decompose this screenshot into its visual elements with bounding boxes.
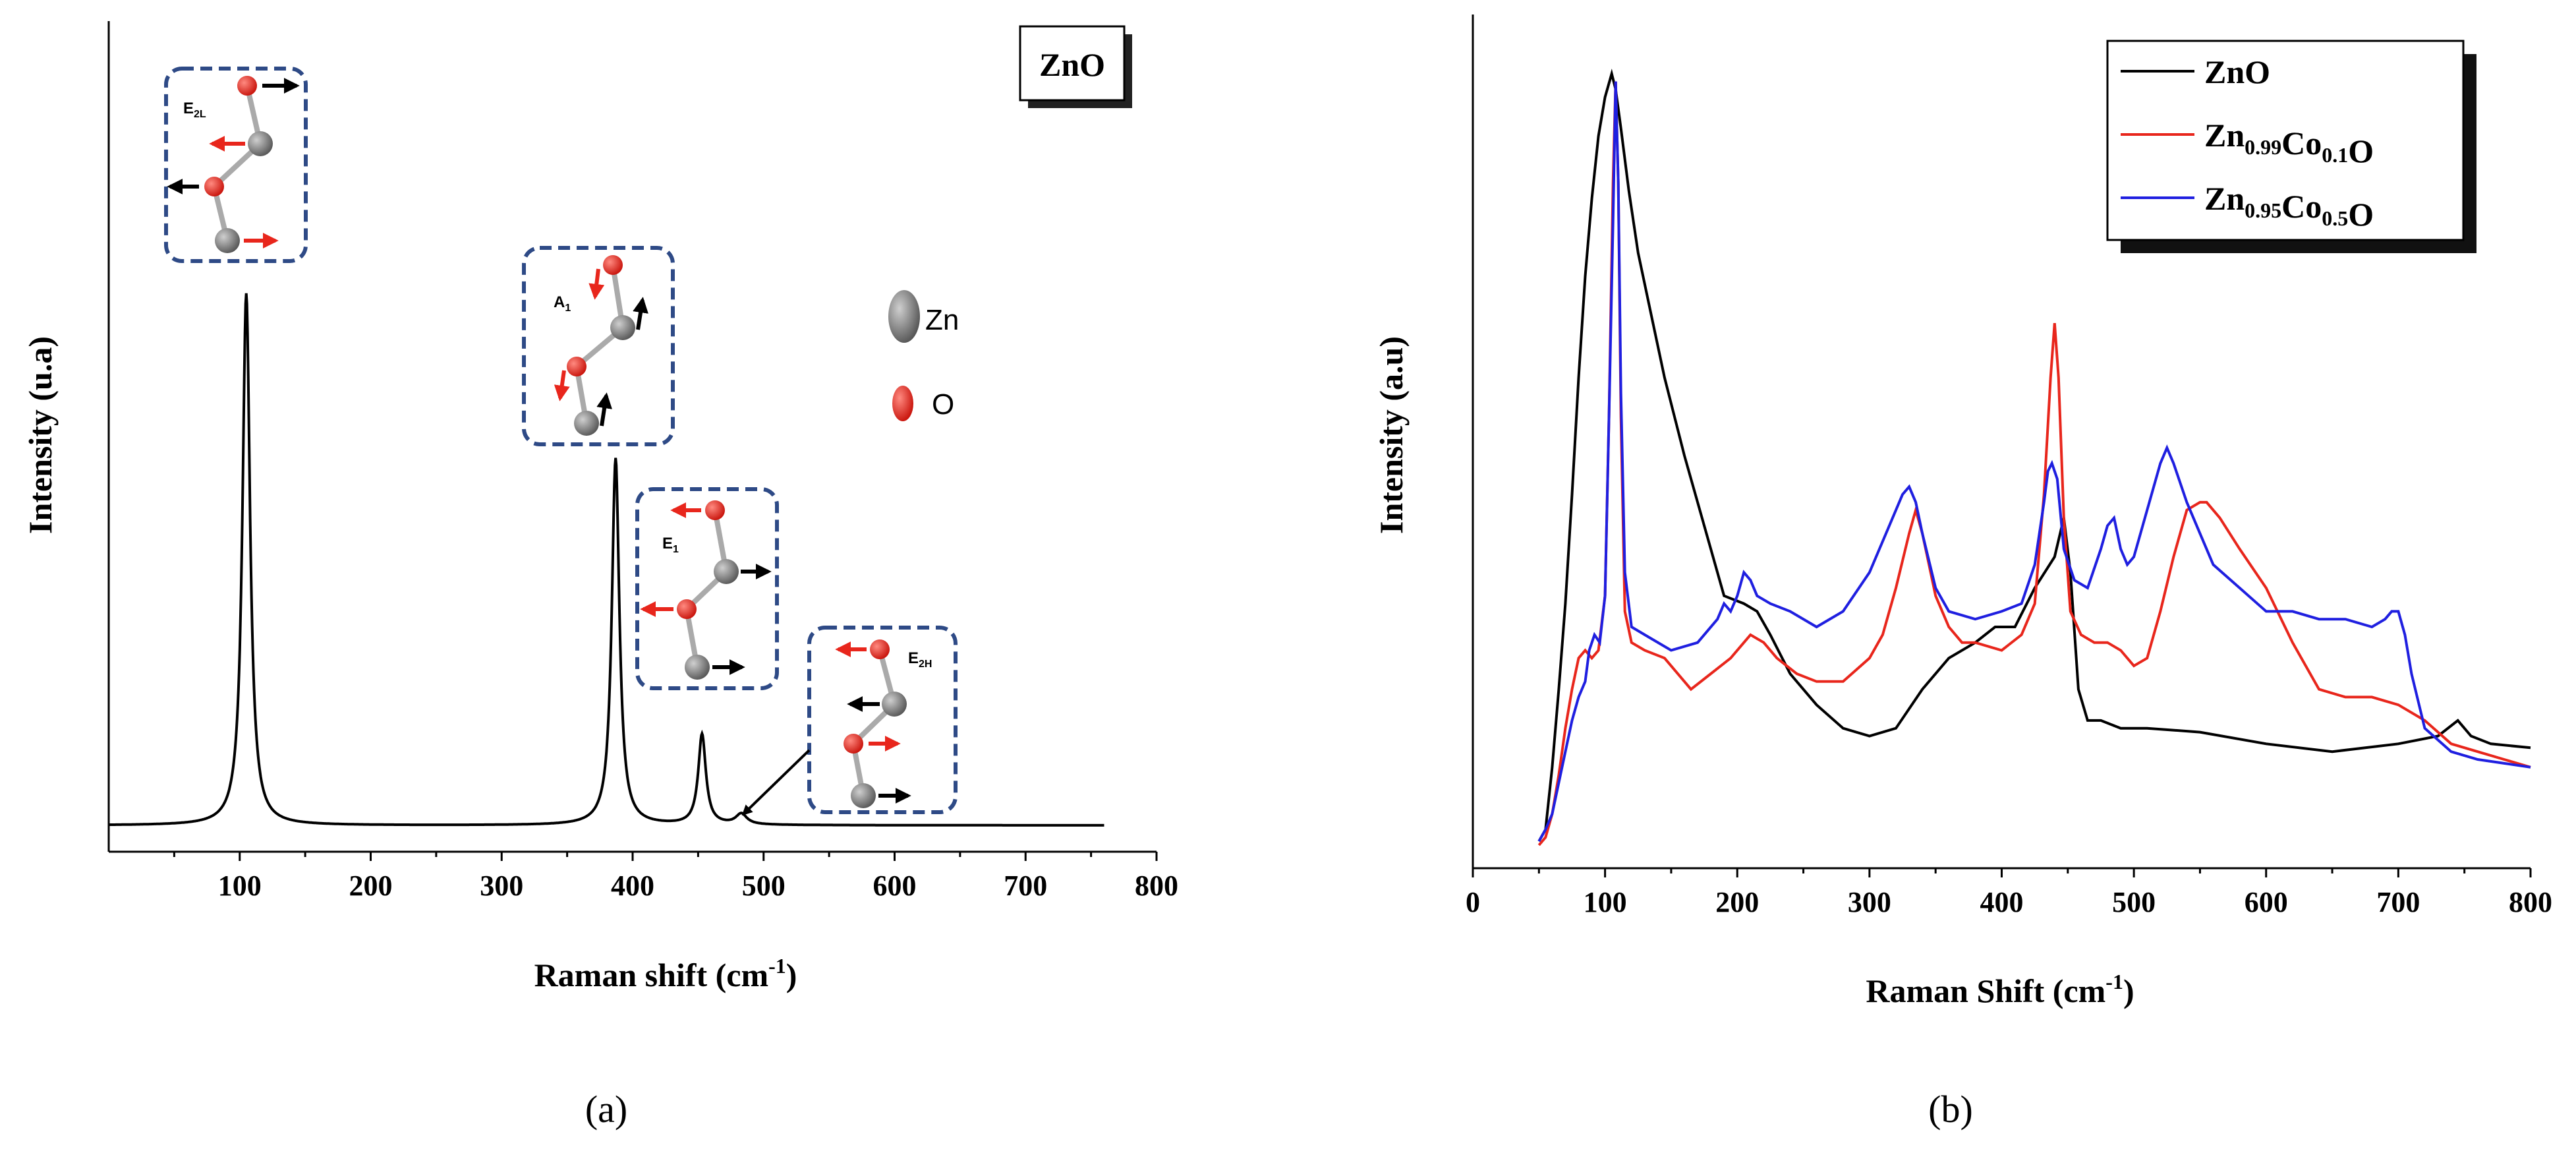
panel-a-x-axis-title: Raman shift (cm-1) (534, 954, 797, 993)
panel-b-x-axis-title-text: Raman Shift (cm (1866, 972, 2105, 1009)
atom-key-o-label: O (932, 388, 954, 421)
mode-e2l-diagram: E2L (164, 67, 308, 263)
legend-label-part: Co (2281, 188, 2322, 225)
panel-a-series-zno-line (109, 293, 1104, 827)
atom-key: Zn O (888, 290, 959, 421)
panel-b-x-tick-label: 100 (1584, 886, 1627, 918)
zinc-atom (851, 783, 876, 808)
legend-label-zn095co05o: Zn0.95Co0.5O (2204, 180, 2374, 233)
zinc-atom (215, 228, 240, 253)
oxygen-atom (705, 500, 725, 520)
panel-a-x-tick-label: 600 (873, 870, 917, 902)
panel-b-x-tick-label: 0 (1466, 886, 1480, 918)
panel-b-x-axis-title-sup: -1 (2105, 970, 2123, 993)
legend-label-part: Co (2281, 125, 2322, 162)
mode-e2l-label: E2L (183, 100, 206, 120)
panel-a-x-tick-label: 500 (742, 870, 786, 902)
zinc-atom (714, 559, 739, 584)
legend-label-subscript: 0.5 (2322, 206, 2348, 230)
panel-b-x-tick-label: 800 (2509, 886, 2552, 918)
legend-label-zn099co01o: Zn0.99Co0.1O (2204, 117, 2374, 169)
panel-b-x-tick-label: 600 (2245, 886, 2288, 918)
oxygen-atom (870, 639, 890, 659)
mode-e1-diagram: E1 (635, 487, 779, 690)
legend-box (2106, 40, 2465, 241)
legend-label-subscript: 0.99 (2245, 135, 2281, 159)
panel-b: 0 100 200 300 400 500 600 700 800 Raman Shift (c… (1373, 15, 2552, 1131)
panel-b-sub-label: (b) (1928, 1088, 1973, 1131)
panel-b-x-axis-title-close: ) (2123, 972, 2134, 1009)
mode-e2h-diagram: E2H (807, 626, 958, 814)
zinc-atom-icon (888, 290, 920, 343)
oxygen-atom (844, 734, 863, 754)
panel-a-x-tick-label: 100 (218, 870, 262, 902)
zinc-atom (610, 315, 635, 340)
zinc-atom (882, 692, 907, 717)
panel-a-badge-box (1019, 25, 1126, 102)
mode-a1-diagram: A1 (522, 246, 675, 446)
oxygen-atom (204, 177, 224, 196)
pointer-arrow-icon (741, 749, 811, 816)
legend-label-part: Zn (2204, 180, 2245, 217)
zinc-atom (248, 131, 273, 156)
mode-e2h-box (807, 626, 958, 814)
panel-b-series-zn095co05o-line (1537, 81, 2531, 843)
panel-a-sub-label: (a) (585, 1088, 627, 1131)
legend-label-part: Zn (2204, 117, 2245, 154)
oxygen-atom (603, 255, 623, 275)
zinc-atom (574, 411, 599, 436)
legend-label-zno: ZnO (2204, 53, 2270, 90)
mode-e2h-label: E2H (908, 649, 932, 670)
oxygen-atom (237, 76, 257, 96)
zinc-atom (685, 655, 710, 680)
panel-a-x-tick-label: 300 (480, 870, 523, 902)
legend-label-part: O (2348, 196, 2374, 233)
arrow-up-icon (596, 392, 612, 427)
oxygen-atom-icon (892, 386, 913, 421)
panel-a-x-axis-title-sup: -1 (768, 954, 786, 978)
panel-a-x-axis-title-text: Raman shift (cm (534, 957, 769, 993)
panel-a-badge-text: ZnO (1039, 46, 1105, 83)
legend-label-subscript: 0.95 (2245, 198, 2281, 222)
oxygen-atom (567, 357, 587, 376)
arrow-down-icon (588, 268, 605, 300)
panel-b-x-tick-label: 500 (2112, 886, 2156, 918)
panel-a-y-axis-title: Intensity (u.a) (22, 336, 59, 534)
mode-a1-label: A1 (554, 293, 571, 314)
atom-key-zn-label: Zn (925, 304, 959, 336)
panel-a-x-tick-label: 800 (1135, 870, 1178, 902)
panel-b-series-zno-line (1537, 69, 2531, 843)
panel-a-x-tick-label: 400 (611, 870, 654, 902)
panel-b-x-tick-label: 200 (1715, 886, 1759, 918)
panel-b-x-tick-label: 300 (1848, 886, 1891, 918)
legend-label-part: O (2348, 133, 2374, 169)
panel-a-x-tick-label: 700 (1004, 870, 1047, 902)
panel-b-y-axis-title: Intensity (a.u) (1373, 336, 1410, 534)
arrow-down-icon (554, 370, 570, 401)
oxygen-atom (677, 599, 697, 619)
legend-label-part: ZnO (2204, 53, 2270, 90)
panel-b-x-axis-title: Raman Shift (cm-1) (1866, 970, 2134, 1009)
legend-label-subscript: 0.1 (2322, 143, 2348, 167)
panel-b-x-tick-label: 400 (1980, 886, 2024, 918)
arrow-up-icon (633, 297, 648, 330)
panel-a-x-tick-label: 200 (349, 870, 393, 902)
panel-a-x-axis-title-close: ) (786, 957, 797, 993)
mode-e1-label: E1 (662, 535, 679, 555)
panel-a: 100 200 300 400 500 600 700 800 Raman shift (cm… (22, 21, 1178, 1131)
panel-b-x-tick-label: 700 (2376, 886, 2420, 918)
